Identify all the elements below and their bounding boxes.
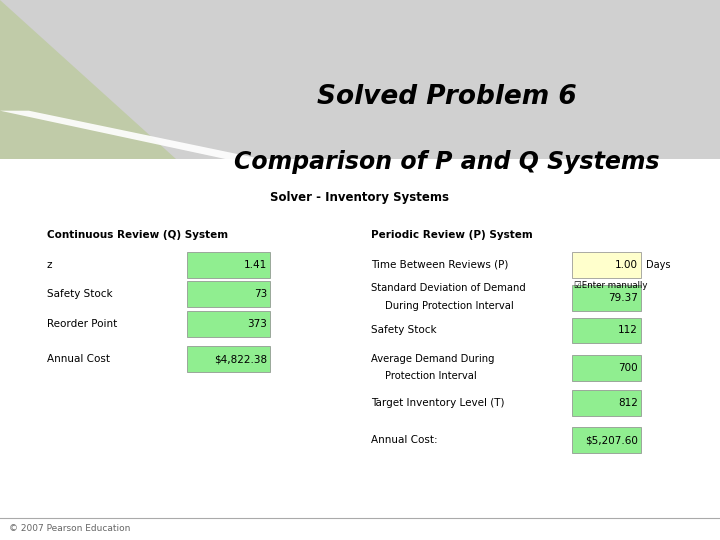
Text: 112: 112 — [618, 326, 638, 335]
Text: 812: 812 — [618, 399, 638, 408]
Text: 1.00: 1.00 — [615, 260, 638, 269]
Text: Solver - Inventory Systems: Solver - Inventory Systems — [271, 191, 449, 204]
Text: Periodic Review (P) System: Periodic Review (P) System — [371, 230, 533, 240]
Text: Standard Deviation of Demand: Standard Deviation of Demand — [371, 284, 526, 293]
Bar — [0, 0, 720, 159]
FancyBboxPatch shape — [187, 311, 270, 337]
Polygon shape — [0, 111, 263, 159]
Text: Target Inventory Level (T): Target Inventory Level (T) — [371, 399, 504, 408]
Text: Reorder Point: Reorder Point — [47, 319, 117, 329]
FancyBboxPatch shape — [187, 346, 270, 372]
Text: ☑Enter manually: ☑Enter manually — [574, 281, 647, 289]
FancyBboxPatch shape — [572, 390, 641, 416]
Text: Protection Interval: Protection Interval — [385, 371, 477, 381]
Text: 1.41: 1.41 — [244, 260, 267, 269]
FancyBboxPatch shape — [572, 427, 641, 453]
FancyBboxPatch shape — [187, 281, 270, 307]
Text: 700: 700 — [618, 363, 638, 373]
Text: Annual Cost:: Annual Cost: — [371, 435, 438, 445]
Text: Safety Stock: Safety Stock — [47, 289, 112, 299]
Text: Solved Problem 6: Solved Problem 6 — [317, 84, 576, 110]
Text: Days: Days — [646, 260, 670, 269]
Text: Comparison of P and Q Systems: Comparison of P and Q Systems — [233, 150, 660, 174]
Bar — [0, 159, 720, 540]
Text: $4,822.38: $4,822.38 — [214, 354, 267, 364]
Polygon shape — [0, 0, 176, 159]
Text: 373: 373 — [247, 319, 267, 329]
Text: 73: 73 — [254, 289, 267, 299]
Text: During Protection Interval: During Protection Interval — [385, 301, 514, 310]
Text: Safety Stock: Safety Stock — [371, 326, 436, 335]
FancyBboxPatch shape — [572, 318, 641, 343]
FancyBboxPatch shape — [187, 252, 270, 278]
Text: $5,207.60: $5,207.60 — [585, 435, 638, 445]
Text: © 2007 Pearson Education: © 2007 Pearson Education — [9, 524, 131, 532]
FancyBboxPatch shape — [572, 355, 641, 381]
FancyBboxPatch shape — [572, 252, 641, 278]
Text: 79.37: 79.37 — [608, 293, 638, 303]
Text: z: z — [47, 260, 53, 269]
Text: Continuous Review (Q) System: Continuous Review (Q) System — [47, 230, 228, 240]
Text: Average Demand During: Average Demand During — [371, 354, 495, 363]
Text: Annual Cost: Annual Cost — [47, 354, 110, 364]
FancyBboxPatch shape — [572, 285, 641, 311]
Text: Time Between Reviews (P): Time Between Reviews (P) — [371, 260, 508, 269]
